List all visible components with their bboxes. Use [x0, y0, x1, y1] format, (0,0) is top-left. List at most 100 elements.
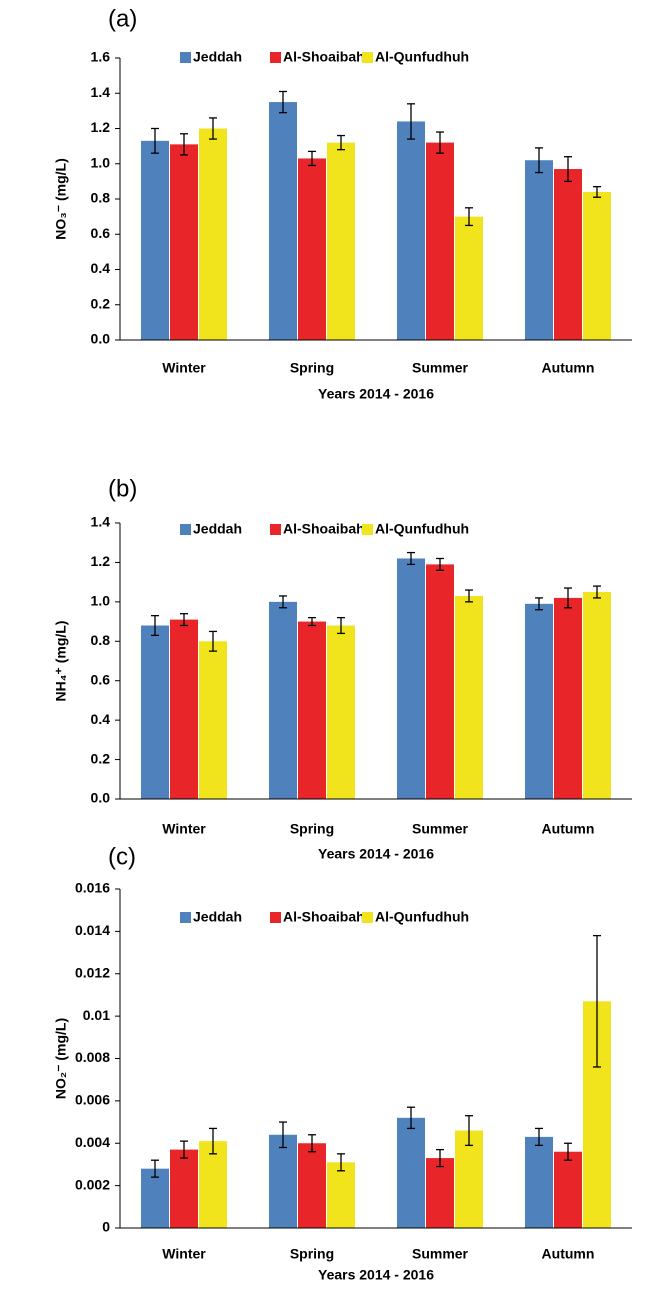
y-tick-label: 0.014 — [75, 922, 110, 938]
error-bar — [209, 117, 217, 140]
y-tick-label: 0.8 — [91, 190, 111, 206]
bar — [554, 597, 582, 799]
y-tick-label: 0.8 — [91, 632, 111, 648]
y-tick-label: 0.01 — [83, 1007, 110, 1023]
bar — [269, 1134, 297, 1228]
x-tick-label: Autumn — [542, 821, 595, 837]
error-bar — [279, 90, 287, 114]
x-tick-label: Spring — [290, 360, 334, 376]
x-axis-label: Years 2014 - 2016 — [318, 386, 434, 402]
error-bar — [535, 147, 543, 174]
bar — [455, 216, 483, 340]
error-bar — [593, 934, 601, 1068]
bar — [170, 1149, 198, 1228]
error-bar — [465, 589, 473, 603]
legend-label: Jeddah — [193, 49, 242, 65]
legend-label: Jeddah — [193, 521, 242, 537]
y-tick-label: 0.004 — [75, 1134, 110, 1150]
y-tick-label: 0.0 — [91, 790, 111, 806]
legend-label: Al-Shoaibah — [283, 521, 365, 537]
error-bar — [407, 1106, 415, 1130]
y-tick-label: 1.2 — [91, 119, 111, 135]
bar — [397, 121, 425, 340]
bar — [525, 1136, 553, 1228]
error-bar — [180, 133, 188, 156]
error-bar — [209, 1127, 217, 1155]
bar — [455, 1130, 483, 1228]
bar — [199, 128, 227, 340]
x-tick-label: Winter — [162, 1246, 206, 1262]
y-tick-label: 0.0 — [91, 331, 111, 347]
legend-swatch — [362, 52, 373, 63]
y-tick-label: 0.4 — [91, 711, 111, 727]
x-axis-label: Years 2014 - 2016 — [318, 846, 434, 862]
bar — [397, 558, 425, 799]
bar — [554, 1151, 582, 1228]
error-bar — [436, 131, 444, 154]
y-tick-label: 1.0 — [91, 154, 111, 170]
error-bar — [593, 585, 601, 599]
legend-swatch — [362, 912, 373, 923]
y-tick-label: 1.6 — [91, 49, 111, 65]
bar — [327, 1162, 355, 1228]
bar — [426, 564, 454, 799]
legend-label: Al-Shoaibah — [283, 909, 365, 925]
error-bar — [407, 103, 415, 140]
error-bar — [436, 1148, 444, 1168]
bar — [298, 158, 326, 340]
bar — [199, 641, 227, 799]
y-axis-label: NH₄⁺ (mg/L) — [53, 621, 69, 702]
bar — [170, 144, 198, 340]
x-tick-label: Summer — [412, 360, 469, 376]
error-bar — [279, 595, 287, 609]
bar — [269, 102, 297, 340]
y-tick-label: 1.4 — [91, 84, 111, 100]
error-bar — [535, 597, 543, 611]
error-bar — [279, 1121, 287, 1149]
panel-label: (c) — [108, 843, 136, 870]
y-tick-label: 1.2 — [91, 553, 111, 569]
bar — [141, 140, 169, 340]
bar — [426, 1158, 454, 1228]
error-bar — [337, 1153, 345, 1172]
legend-swatch — [362, 524, 373, 535]
x-tick-label: Autumn — [542, 1246, 595, 1262]
bar — [141, 1168, 169, 1228]
bar — [170, 619, 198, 799]
y-tick-label: 0.006 — [75, 1092, 110, 1108]
bar — [426, 142, 454, 340]
legend-swatch — [180, 912, 191, 923]
x-axis-label: Years 2014 - 2016 — [318, 1267, 434, 1283]
y-tick-label: 0.002 — [75, 1176, 110, 1192]
legend-swatch — [180, 52, 191, 63]
y-axis-label: NO₂⁻ (mg/L) — [53, 1018, 69, 1099]
legend-label: Al-Shoaibah — [283, 49, 365, 65]
error-bar — [180, 1140, 188, 1159]
error-bar — [151, 1159, 159, 1178]
error-bar — [593, 186, 601, 198]
bar — [199, 1141, 227, 1228]
error-bar — [308, 150, 316, 167]
y-tick-label: 0.008 — [75, 1049, 110, 1065]
legend-swatch — [270, 524, 281, 535]
error-bar — [465, 1115, 473, 1147]
bar — [298, 621, 326, 799]
bar — [554, 169, 582, 340]
panel-label: (b) — [108, 475, 137, 502]
bar — [525, 160, 553, 340]
legend-label: Al-Qunfudhuh — [375, 49, 469, 65]
bar — [327, 142, 355, 340]
y-tick-label: 0.6 — [91, 225, 111, 241]
bar — [583, 592, 611, 799]
x-tick-label: Winter — [162, 821, 206, 837]
y-axis-label: NO₃⁻ (mg/L) — [53, 158, 69, 240]
x-tick-label: Spring — [290, 821, 334, 837]
legend-swatch — [270, 52, 281, 63]
y-tick-label: 0.6 — [91, 671, 111, 687]
error-bar — [465, 207, 473, 227]
error-bar — [436, 557, 444, 571]
error-bar — [564, 587, 572, 609]
bar — [298, 1143, 326, 1228]
x-tick-label: Summer — [412, 1246, 469, 1262]
